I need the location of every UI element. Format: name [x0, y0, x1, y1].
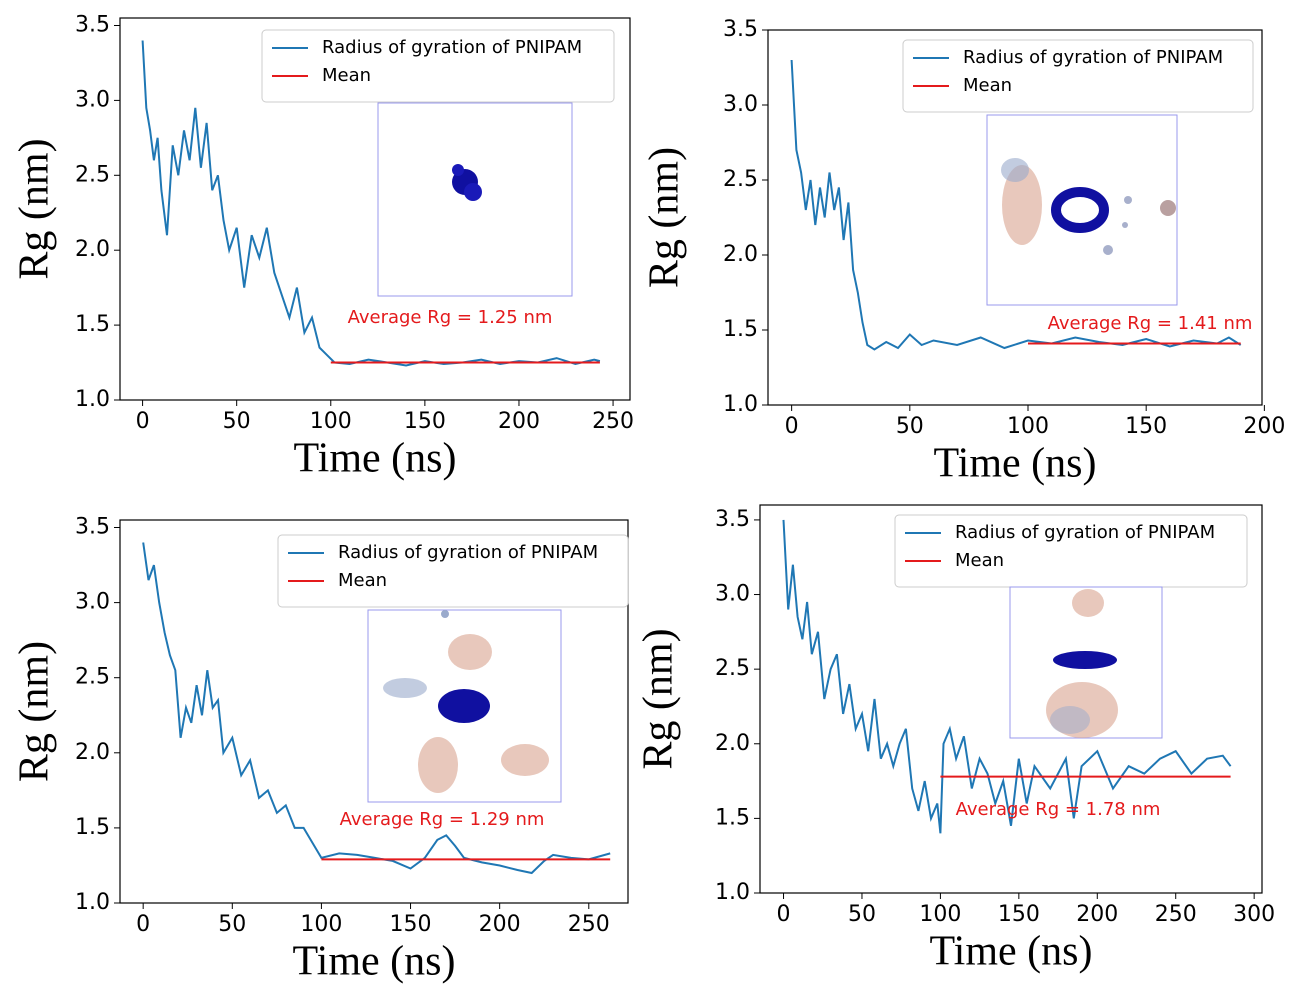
y-tick-label: 1.5: [75, 815, 110, 840]
y-axis-label: Rg (nm): [12, 138, 58, 279]
annotation: Average Rg = 1.29 nm: [340, 809, 545, 830]
y-axis-label: Rg (nm): [642, 147, 688, 288]
legend-label: Mean: [955, 550, 1004, 571]
y-axis-label: Rg (nm): [636, 628, 682, 769]
y-tick-label: 3.5: [75, 515, 110, 540]
plot-area: [142, 542, 611, 875]
y-tick-label: 2.0: [723, 242, 758, 267]
y-axis-label: Rg (nm): [12, 641, 58, 782]
series-line: [790, 59, 1242, 351]
legend: Radius of gyration of PNIPAM Mean: [277, 534, 629, 608]
legend-frame: [902, 39, 1254, 113]
legend-label: Radius of gyration of PNIPAM: [963, 47, 1223, 68]
y-tick-label: 3.5: [75, 12, 110, 37]
y-tick-label: 3.5: [723, 17, 758, 42]
annotation: Average Rg = 1.78 nm: [956, 799, 1161, 820]
y-tick-label: 1.0: [723, 392, 758, 417]
x-tick-label: 150: [390, 912, 432, 937]
x-tick-label: 200: [1243, 414, 1285, 439]
y-tick-label: 2.0: [75, 740, 110, 765]
legend-frame: [261, 29, 615, 103]
inset: [377, 102, 573, 297]
series-line: [782, 519, 1232, 834]
annotation: Average Rg = 1.25 nm: [348, 307, 553, 328]
x-tick-label: 50: [848, 902, 876, 927]
y-tick-label: 2.5: [75, 162, 110, 187]
x-tick-label: 150: [404, 409, 446, 434]
legend: Radius of gyration of PNIPAM Mean: [894, 514, 1248, 588]
legend-frame: [277, 534, 629, 608]
plot-area: [782, 519, 1232, 834]
legend: Radius of gyration of PNIPAM Mean: [261, 29, 615, 103]
legend-label: Mean: [338, 570, 387, 591]
y-tick-label: 1.5: [715, 805, 750, 830]
insets: [367, 102, 1178, 803]
x-tick-label: 50: [223, 409, 251, 434]
y-tick-label: 2.0: [715, 731, 750, 756]
legend-label: Radius of gyration of PNIPAM: [338, 542, 598, 563]
x-tick-label: 50: [896, 414, 924, 439]
x-tick-label: 0: [136, 409, 150, 434]
x-tick-label: 300: [1233, 902, 1275, 927]
y-tick-label: 3.0: [75, 87, 110, 112]
legend-label: Radius of gyration of PNIPAM: [955, 522, 1215, 543]
x-tick-label: 0: [136, 912, 150, 937]
x-axis-label: Time (ns): [934, 441, 1097, 487]
inset: [367, 609, 562, 803]
y-tick-label: 1.5: [75, 312, 110, 337]
x-tick-label: 200: [1076, 902, 1118, 927]
x-tick-label: 250: [568, 912, 610, 937]
x-tick-label: 150: [998, 902, 1040, 927]
x-tick-label: 250: [1155, 902, 1197, 927]
x-tick-label: 150: [1125, 414, 1167, 439]
y-tick-label: 3.5: [715, 507, 750, 532]
x-tick-label: 50: [218, 912, 246, 937]
y-tick-label: 1.5: [723, 317, 758, 342]
chart: 0 50 100 150 200 250 300 1.0 1.5 2.0 2.5 3.0 3.5 Time…: [636, 504, 1275, 975]
x-tick-label: 100: [310, 409, 352, 434]
y-tick-label: 3.0: [723, 92, 758, 117]
y-tick-label: 3.0: [715, 582, 750, 607]
x-tick-label: 100: [1007, 414, 1049, 439]
inset: [1009, 586, 1163, 739]
y-tick-label: 2.5: [715, 656, 750, 681]
x-axis-label: Time (ns): [294, 436, 457, 482]
y-tick-label: 2.0: [75, 237, 110, 262]
series-line: [142, 542, 611, 875]
x-axis-label: Time (ns): [930, 929, 1093, 975]
legend-label: Radius of gyration of PNIPAM: [322, 37, 582, 58]
x-tick-label: 100: [300, 912, 342, 937]
y-tick-label: 1.0: [75, 890, 110, 915]
x-tick-label: 100: [919, 902, 961, 927]
x-axis-label: Time (ns): [293, 939, 456, 985]
plot-area: [790, 59, 1242, 351]
chart: 0 50 100 150 200 1.0 1.5 2.0 2.5 3.0 3.5 Time (ns) R…: [642, 17, 1286, 487]
y-tick-label: 1.0: [715, 880, 750, 905]
legend-label: Mean: [322, 65, 371, 86]
y-tick-label: 2.5: [75, 665, 110, 690]
x-tick-label: 250: [592, 409, 634, 434]
inset: [986, 114, 1178, 306]
annotation: Average Rg = 1.41 nm: [1048, 313, 1253, 334]
legend: Radius of gyration of PNIPAM Mean: [902, 39, 1254, 113]
y-tick-label: 3.0: [75, 590, 110, 615]
x-tick-label: 200: [479, 912, 521, 937]
plot-area: [141, 40, 601, 367]
y-tick-label: 2.5: [723, 167, 758, 192]
x-tick-label: 200: [498, 409, 540, 434]
y-tick-label: 1.0: [75, 387, 110, 412]
x-tick-label: 0: [785, 414, 799, 439]
x-tick-label: 0: [777, 902, 791, 927]
legend-label: Mean: [963, 75, 1012, 96]
